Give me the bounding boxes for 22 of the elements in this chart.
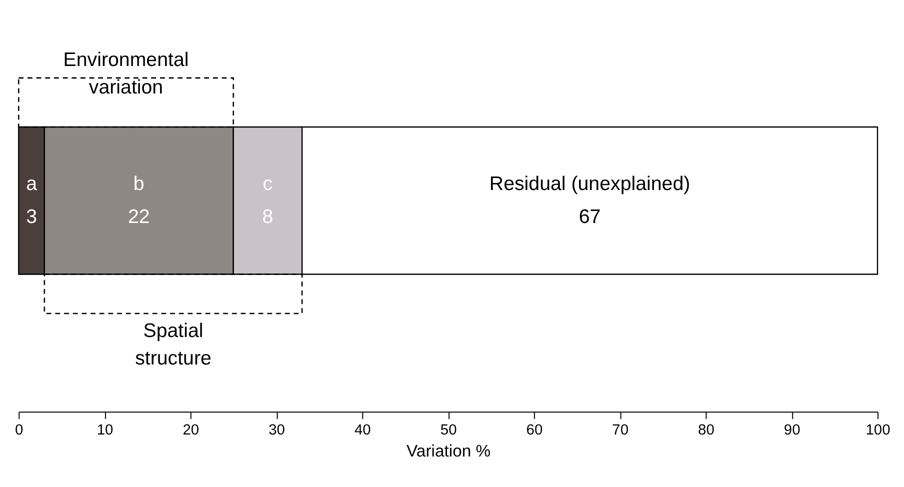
x-tick-label: 30 bbox=[268, 422, 285, 439]
x-tick-label: 70 bbox=[612, 422, 629, 439]
x-tick-label: 50 bbox=[440, 422, 457, 439]
x-tick-label: 90 bbox=[784, 422, 800, 439]
series-label: a bbox=[26, 172, 38, 195]
data-label: 67 bbox=[578, 206, 601, 228]
series-label: Residual (unexplained) bbox=[489, 172, 690, 195]
series-label: b bbox=[133, 172, 144, 195]
x-tick-label: 80 bbox=[698, 422, 714, 439]
data-label: 22 bbox=[128, 206, 150, 228]
x-tick-label: 100 bbox=[866, 422, 890, 439]
x-tick-label: 20 bbox=[182, 422, 200, 439]
x-axis-title: Variation % bbox=[406, 441, 491, 460]
x-tick-label: 0 bbox=[15, 422, 24, 439]
text: Spatial structure bbox=[135, 320, 212, 370]
x-tick-label: 10 bbox=[96, 422, 114, 439]
data-label: 8 bbox=[262, 206, 274, 228]
data-label: 3 bbox=[26, 206, 38, 228]
x-tick-label: 40 bbox=[354, 422, 371, 439]
text: Environmental variation bbox=[63, 49, 189, 99]
series-label: c bbox=[262, 172, 273, 195]
x-tick-label: 60 bbox=[526, 422, 543, 439]
